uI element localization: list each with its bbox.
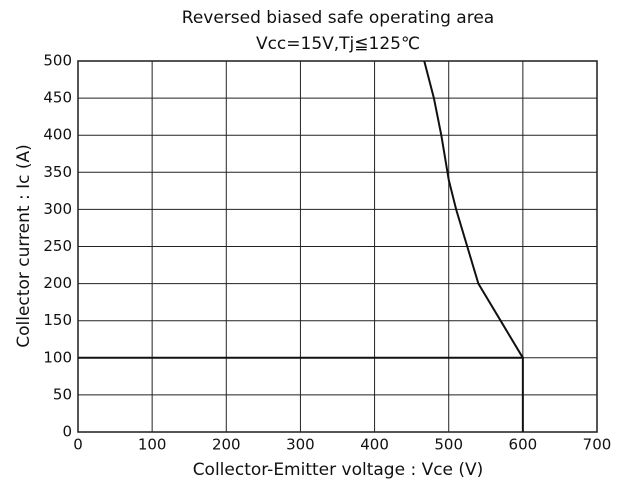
y-tick-label: 100 — [43, 348, 72, 366]
x-tick-label: 600 — [509, 436, 538, 454]
y-tick-label: 500 — [43, 52, 72, 70]
y-tick-label: 400 — [43, 126, 72, 144]
y-tick-label: 50 — [53, 385, 72, 403]
y-tick-label: 200 — [43, 274, 72, 292]
y-tick-label: 0 — [62, 423, 72, 441]
chart-title: Reversed biased safe operating area — [182, 8, 494, 28]
y-tick-label: 350 — [43, 163, 72, 181]
chart-subtitle: Vcc=15V,Tj≦125℃ — [256, 34, 420, 54]
x-tick-label: 400 — [360, 436, 389, 454]
x-tick-label: 300 — [286, 436, 315, 454]
x-tick-label: 0 — [73, 436, 83, 454]
y-axis-label: Collector current : Ic (A) — [14, 144, 34, 348]
y-tick-label: 300 — [43, 200, 72, 218]
series-line — [423, 61, 524, 359]
y-tick-label: 250 — [43, 237, 72, 255]
y-tick-label: 450 — [43, 89, 72, 107]
y-tick-label: 150 — [43, 311, 72, 329]
x-tick-label: 700 — [583, 436, 612, 454]
x-tick-label: 500 — [434, 436, 463, 454]
x-tick-label: 200 — [212, 436, 241, 454]
x-axis-label: Collector-Emitter voltage : Vce (V) — [193, 460, 484, 480]
x-tick-label: 100 — [138, 436, 167, 454]
